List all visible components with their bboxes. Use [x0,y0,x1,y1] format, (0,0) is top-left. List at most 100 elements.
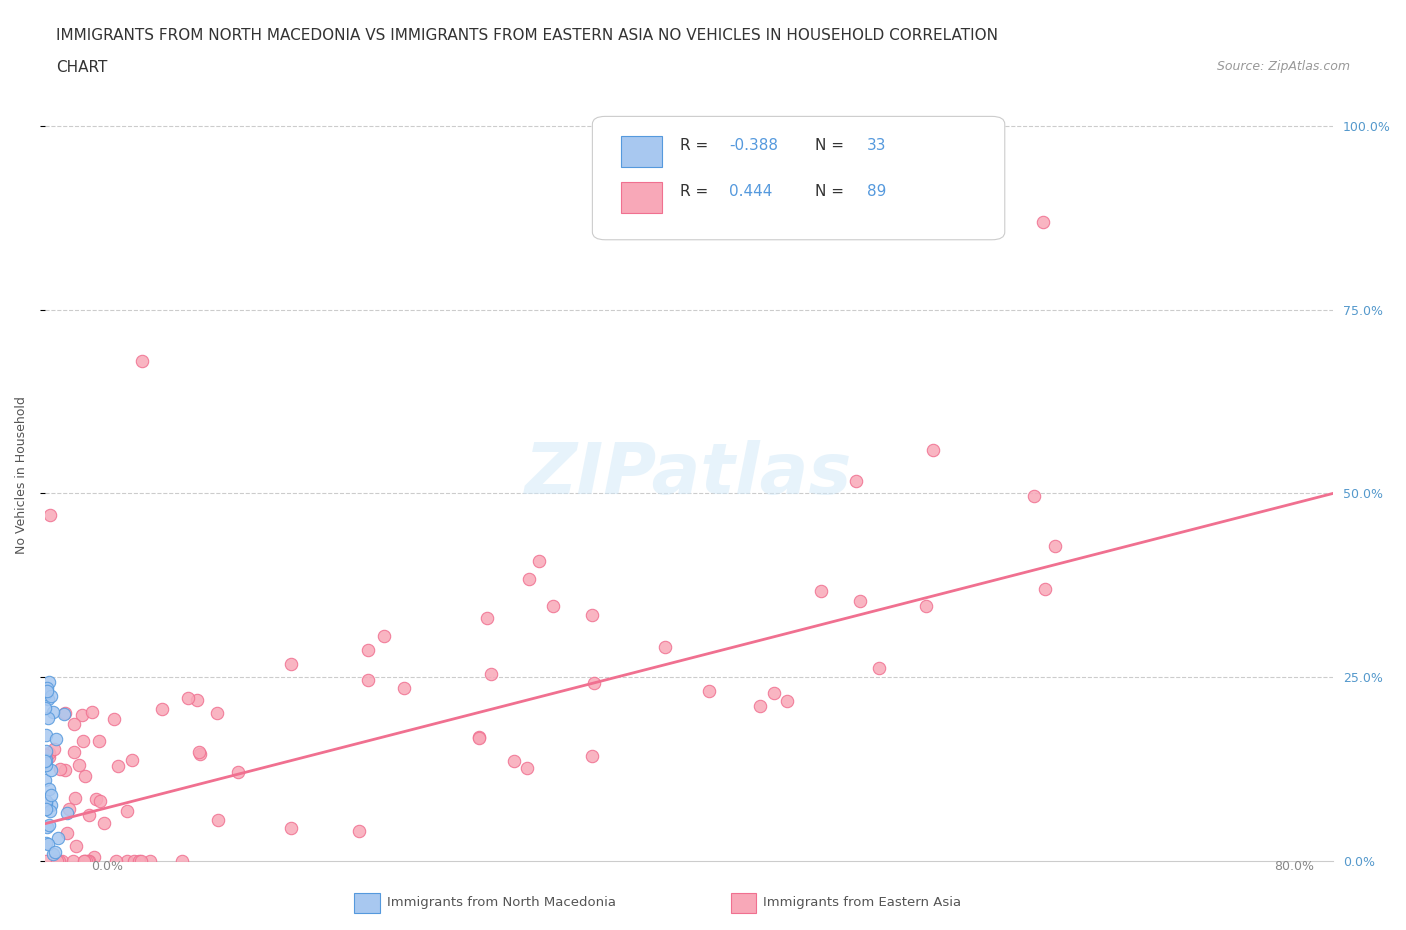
Text: R =: R = [681,138,713,153]
Bar [620,136,662,166]
Point [35,796,58,811]
Point [39,788,62,803]
Point [226,764,249,779]
Point [654,639,676,654]
Point [186,693,208,708]
Point [117,853,139,868]
Point [280,820,302,835]
Point [394,680,416,695]
Point [188,746,211,761]
Point [72,734,94,749]
Point [89,793,111,808]
Text: IMMIGRANTS FROM NORTH MACEDONIA VS IMMIGRANTS FROM EASTERN ASIA NO VEHICLES IN H: IMMIGRANTS FROM NORTH MACEDONIA VS IMMIG… [56,28,998,43]
Point [170,853,193,868]
Point [868,660,890,675]
Point [63,745,86,760]
Point [53,763,76,777]
Text: R =: R = [681,184,713,199]
Point [845,473,868,488]
Point [38,746,60,761]
Point [63,717,86,732]
Point [35,819,58,834]
Point [34,701,56,716]
Point [280,657,302,671]
Point [34,686,56,701]
Point [810,583,832,598]
Point [48,853,70,868]
Text: CHART: CHART [56,60,108,75]
Point [46,853,69,868]
Point [63,790,86,805]
Point [205,705,228,720]
Point [1043,538,1066,553]
Point [122,853,145,868]
Point [207,813,229,828]
Point [131,353,153,368]
Point [76,853,98,868]
Point [357,643,380,658]
Point [84,791,107,806]
Point [748,698,770,713]
Text: 80.0%: 80.0% [1275,860,1315,873]
Point [104,853,127,868]
Point [46,830,69,845]
Point [848,593,870,608]
Point [519,571,541,586]
Point [42,741,65,756]
Point [529,554,551,569]
Point [516,761,538,776]
Text: N =: N = [815,138,849,153]
Point [37,711,59,725]
Bar [620,182,662,213]
Point [34,772,56,787]
Point [581,748,603,763]
Point [37,837,59,852]
Point [75,768,97,783]
Point [373,629,395,644]
Point [79,808,101,823]
Point [77,853,100,868]
Point [697,684,720,698]
Point [188,745,211,760]
Point [70,708,93,723]
Point [1033,582,1056,597]
Text: 0.444: 0.444 [728,184,772,199]
Text: Immigrants from North Macedonia: Immigrants from North Macedonia [387,896,616,909]
Point [37,692,59,707]
Point [35,684,58,698]
Point [121,753,143,768]
Point [35,835,58,850]
Point [150,701,173,716]
Point [42,705,65,720]
Text: N =: N = [815,184,849,199]
Point [582,676,605,691]
FancyBboxPatch shape [592,116,1005,240]
Point [35,752,58,767]
Point [38,750,60,764]
Point [762,685,785,700]
Point [34,753,56,768]
Point [55,705,77,720]
Point [67,757,90,772]
Point [53,706,76,721]
Point [93,816,115,830]
Point [349,823,371,838]
Text: Immigrants from Eastern Asia: Immigrants from Eastern Asia [763,896,962,909]
Point [72,853,94,868]
Point [35,727,58,742]
Point [35,853,58,868]
Point [922,443,945,458]
Point [45,731,67,746]
Point [107,759,129,774]
Point [128,853,150,868]
Point [502,754,524,769]
Point [177,691,200,706]
Text: ZIPatlas: ZIPatlas [526,441,852,510]
Text: Source: ZipAtlas.com: Source: ZipAtlas.com [1216,60,1350,73]
Point [1024,488,1046,503]
Point [39,689,62,704]
Point [38,675,60,690]
Point [89,734,111,749]
Point [79,853,101,868]
Point [49,762,72,777]
